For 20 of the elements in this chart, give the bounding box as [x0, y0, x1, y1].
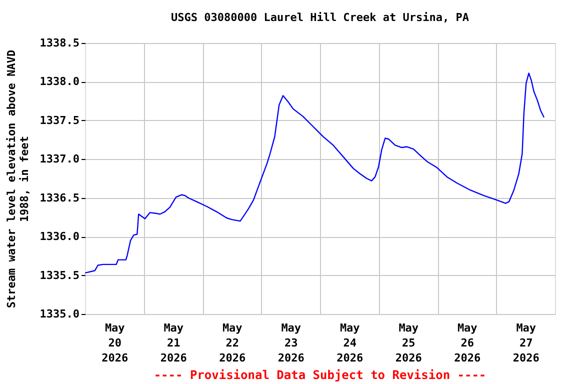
- y-axis-title: Stream water level elevation above NAVD 1988, in feet: [4, 49, 31, 308]
- y-tick-label: 1336.0: [40, 230, 80, 244]
- y-tick-label: 1335.5: [40, 268, 80, 282]
- y-tick-label: 1336.5: [40, 191, 80, 204]
- y-tick-label: 1335.0: [40, 308, 80, 320]
- x-tick-label: May 23 2026: [278, 322, 305, 364]
- x-tick-label: May 20 2026: [102, 322, 128, 364]
- x-tick-label: May 27 2026: [512, 322, 540, 364]
- y-tick-label: 1337.5: [40, 114, 80, 127]
- x-tick-label: May 26 2026: [454, 322, 481, 364]
- y-tick-label: 1338.5: [40, 36, 80, 50]
- line-series: [85, 72, 545, 274]
- y-tick-label: 1338.0: [40, 75, 80, 88]
- x-tick-label: May 22 2026: [219, 322, 246, 364]
- x-tick-label: May 24 2026: [336, 322, 364, 364]
- chart-title: USGS 03080000 Laurel Hill Creek at Ursina, PA: [170, 11, 470, 24]
- x-tick-label: May 21 2026: [160, 322, 188, 364]
- x-tick-label: May 25 2026: [395, 322, 422, 364]
- text: ---- Provisional Data Subject to Revision ----: [154, 368, 486, 382]
- y-tick-label: 1337.0: [40, 152, 80, 166]
